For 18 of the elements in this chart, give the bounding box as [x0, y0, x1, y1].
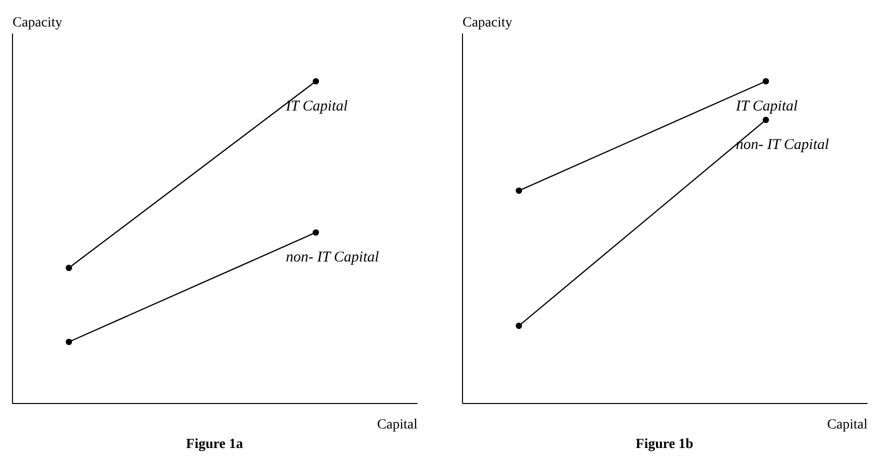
- point: [762, 78, 770, 84]
- y-axis-title: Capacity: [462, 16, 512, 30]
- point: [312, 229, 320, 236]
- series-label: non- IT Capital: [736, 136, 829, 153]
- point: [762, 116, 770, 124]
- text: Figure 1b: [636, 437, 694, 452]
- y-axis-title: Capacity: [12, 16, 62, 30]
- series-label: non- IT Capital: [286, 249, 379, 266]
- x-axis-title: Capital: [377, 418, 418, 432]
- point: [312, 78, 320, 84]
- x-axis-title: Capital: [827, 418, 868, 432]
- point: [66, 338, 72, 346]
- text: Figure 1a: [186, 437, 243, 452]
- series-label: IT Capital: [734, 98, 798, 114]
- series-label: IT Capital: [284, 98, 348, 114]
- point: [66, 264, 72, 272]
- point: [516, 187, 522, 194]
- point: [516, 322, 522, 329]
